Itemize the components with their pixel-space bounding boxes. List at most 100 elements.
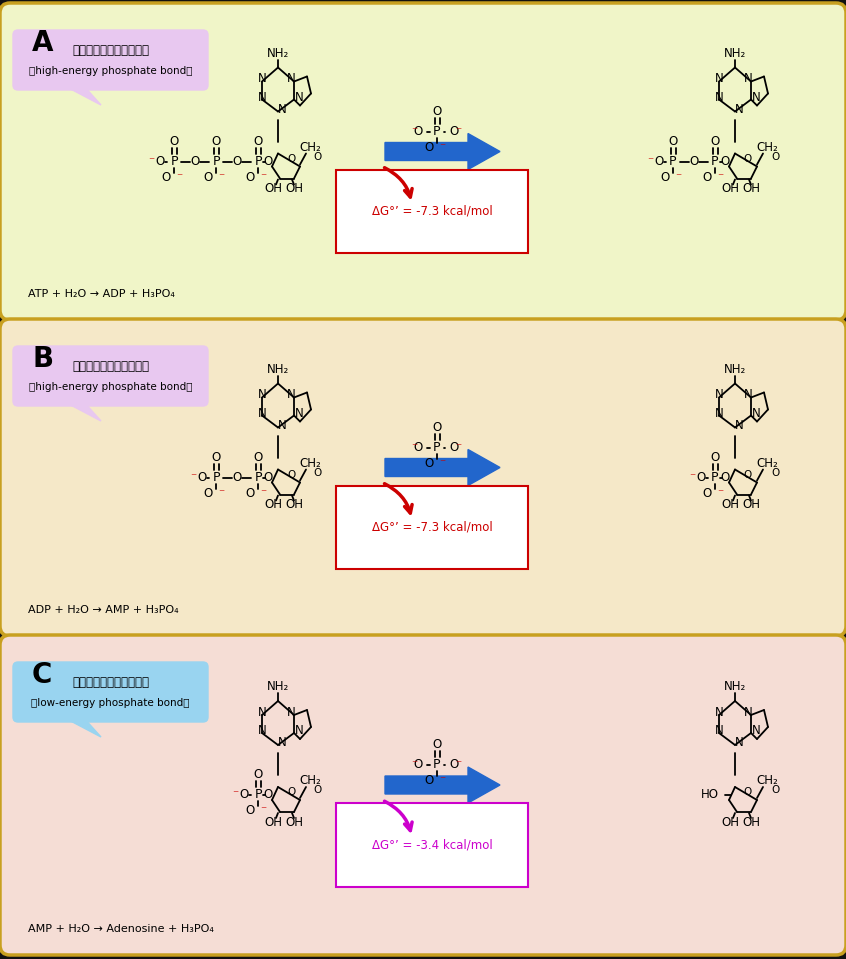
Text: P: P: [255, 471, 261, 484]
Text: ⁻: ⁻: [411, 125, 417, 138]
Text: NH₂: NH₂: [724, 363, 746, 376]
Text: ⁻: ⁻: [218, 171, 224, 184]
Text: O: O: [253, 768, 262, 782]
Text: CH₂: CH₂: [756, 775, 777, 787]
Text: ⁻: ⁻: [176, 171, 182, 184]
Text: O: O: [449, 759, 459, 771]
Text: ATP + H₂O → ADP + H₃PO₄: ATP + H₂O → ADP + H₃PO₄: [28, 289, 175, 299]
Text: ⁻: ⁻: [190, 471, 196, 484]
Text: O: O: [314, 152, 322, 161]
Text: O: O: [654, 155, 663, 168]
Text: ⁻: ⁻: [439, 457, 445, 470]
Text: N: N: [258, 91, 266, 104]
Text: P: P: [433, 441, 441, 454]
Text: O: O: [212, 135, 221, 148]
Text: OH: OH: [285, 182, 303, 195]
Text: ⁻: ⁻: [689, 471, 695, 484]
Text: （high-energy phosphate bond）: （high-energy phosphate bond）: [29, 66, 192, 77]
Text: O: O: [414, 125, 423, 138]
Text: O: O: [263, 155, 272, 168]
Polygon shape: [63, 717, 101, 737]
Text: O: O: [689, 155, 699, 168]
Text: ⁻: ⁻: [675, 171, 681, 184]
Text: P: P: [433, 125, 441, 138]
Text: N: N: [258, 724, 266, 737]
Text: N: N: [287, 388, 295, 401]
Text: 高エネルギーリン酸結合: 高エネルギーリン酸結合: [72, 361, 149, 373]
Text: N: N: [715, 72, 723, 85]
Text: O: O: [744, 787, 752, 797]
Text: CH₂: CH₂: [756, 141, 777, 154]
Text: N: N: [287, 706, 295, 718]
Text: CH₂: CH₂: [299, 141, 321, 154]
Text: OH: OH: [285, 498, 303, 511]
Text: NH₂: NH₂: [724, 47, 746, 60]
Text: ADP + H₂O → AMP + H₃PO₄: ADP + H₂O → AMP + H₃PO₄: [28, 605, 179, 615]
Text: OH: OH: [721, 815, 739, 829]
Text: O: O: [245, 171, 255, 184]
Text: O: O: [204, 487, 213, 500]
Text: AMP + H₂O → Adenosine + H₃PO₄: AMP + H₂O → Adenosine + H₃PO₄: [28, 924, 214, 934]
Text: N: N: [751, 91, 761, 104]
Text: P: P: [711, 471, 719, 484]
Text: O: O: [212, 451, 221, 464]
Text: ⁻: ⁻: [260, 487, 266, 500]
Text: N: N: [734, 103, 744, 116]
Text: O: O: [771, 467, 779, 478]
Polygon shape: [63, 85, 101, 105]
Text: OH: OH: [285, 815, 303, 829]
Text: O: O: [721, 155, 729, 168]
Text: O: O: [696, 471, 706, 484]
Text: O: O: [314, 467, 322, 478]
Text: N: N: [277, 103, 287, 116]
Text: ⁻: ⁻: [717, 171, 723, 184]
Text: O: O: [661, 171, 670, 184]
Polygon shape: [385, 767, 500, 803]
Text: O: O: [432, 105, 442, 118]
Text: ΔG°’ = -3.4 kcal/mol: ΔG°’ = -3.4 kcal/mol: [371, 838, 492, 852]
Text: O: O: [239, 788, 249, 802]
Text: OH: OH: [721, 498, 739, 511]
Text: O: O: [771, 152, 779, 161]
Text: O: O: [744, 153, 752, 163]
Text: NH₂: NH₂: [266, 363, 289, 376]
Text: ⁻: ⁻: [260, 171, 266, 184]
Text: N: N: [287, 72, 295, 85]
Text: CH₂: CH₂: [756, 457, 777, 470]
Text: O: O: [233, 471, 242, 484]
Text: OH: OH: [264, 182, 282, 195]
Text: O: O: [771, 785, 779, 795]
Text: ⁻: ⁻: [439, 775, 445, 787]
Text: N: N: [751, 724, 761, 737]
Text: C: C: [32, 661, 52, 689]
Text: O: O: [449, 441, 459, 454]
Text: CH₂: CH₂: [299, 457, 321, 470]
Text: OH: OH: [721, 182, 739, 195]
Text: ⁻: ⁻: [455, 441, 461, 454]
Text: B: B: [32, 345, 53, 373]
Text: P: P: [212, 471, 220, 484]
Text: ⁻: ⁻: [717, 487, 723, 500]
Text: O: O: [197, 471, 206, 484]
Text: ΔG°’ = -7.3 kcal/mol: ΔG°’ = -7.3 kcal/mol: [371, 521, 492, 534]
Text: P: P: [433, 759, 441, 771]
Text: N: N: [294, 91, 304, 104]
Text: HO: HO: [701, 788, 719, 802]
Text: OH: OH: [742, 498, 760, 511]
Text: A: A: [32, 29, 53, 57]
Text: O: O: [432, 738, 442, 752]
Text: N: N: [277, 737, 287, 750]
Text: N: N: [744, 72, 752, 85]
Text: OH: OH: [264, 815, 282, 829]
Text: O: O: [287, 787, 295, 797]
Text: O: O: [414, 759, 423, 771]
Text: O: O: [162, 171, 171, 184]
Text: O: O: [703, 171, 712, 184]
Text: ⁻: ⁻: [232, 788, 238, 802]
Text: O: O: [287, 153, 295, 163]
Text: P: P: [669, 155, 677, 168]
Text: N: N: [751, 407, 761, 420]
Text: N: N: [258, 72, 266, 85]
Text: O: O: [253, 451, 262, 464]
Text: N: N: [734, 737, 744, 750]
